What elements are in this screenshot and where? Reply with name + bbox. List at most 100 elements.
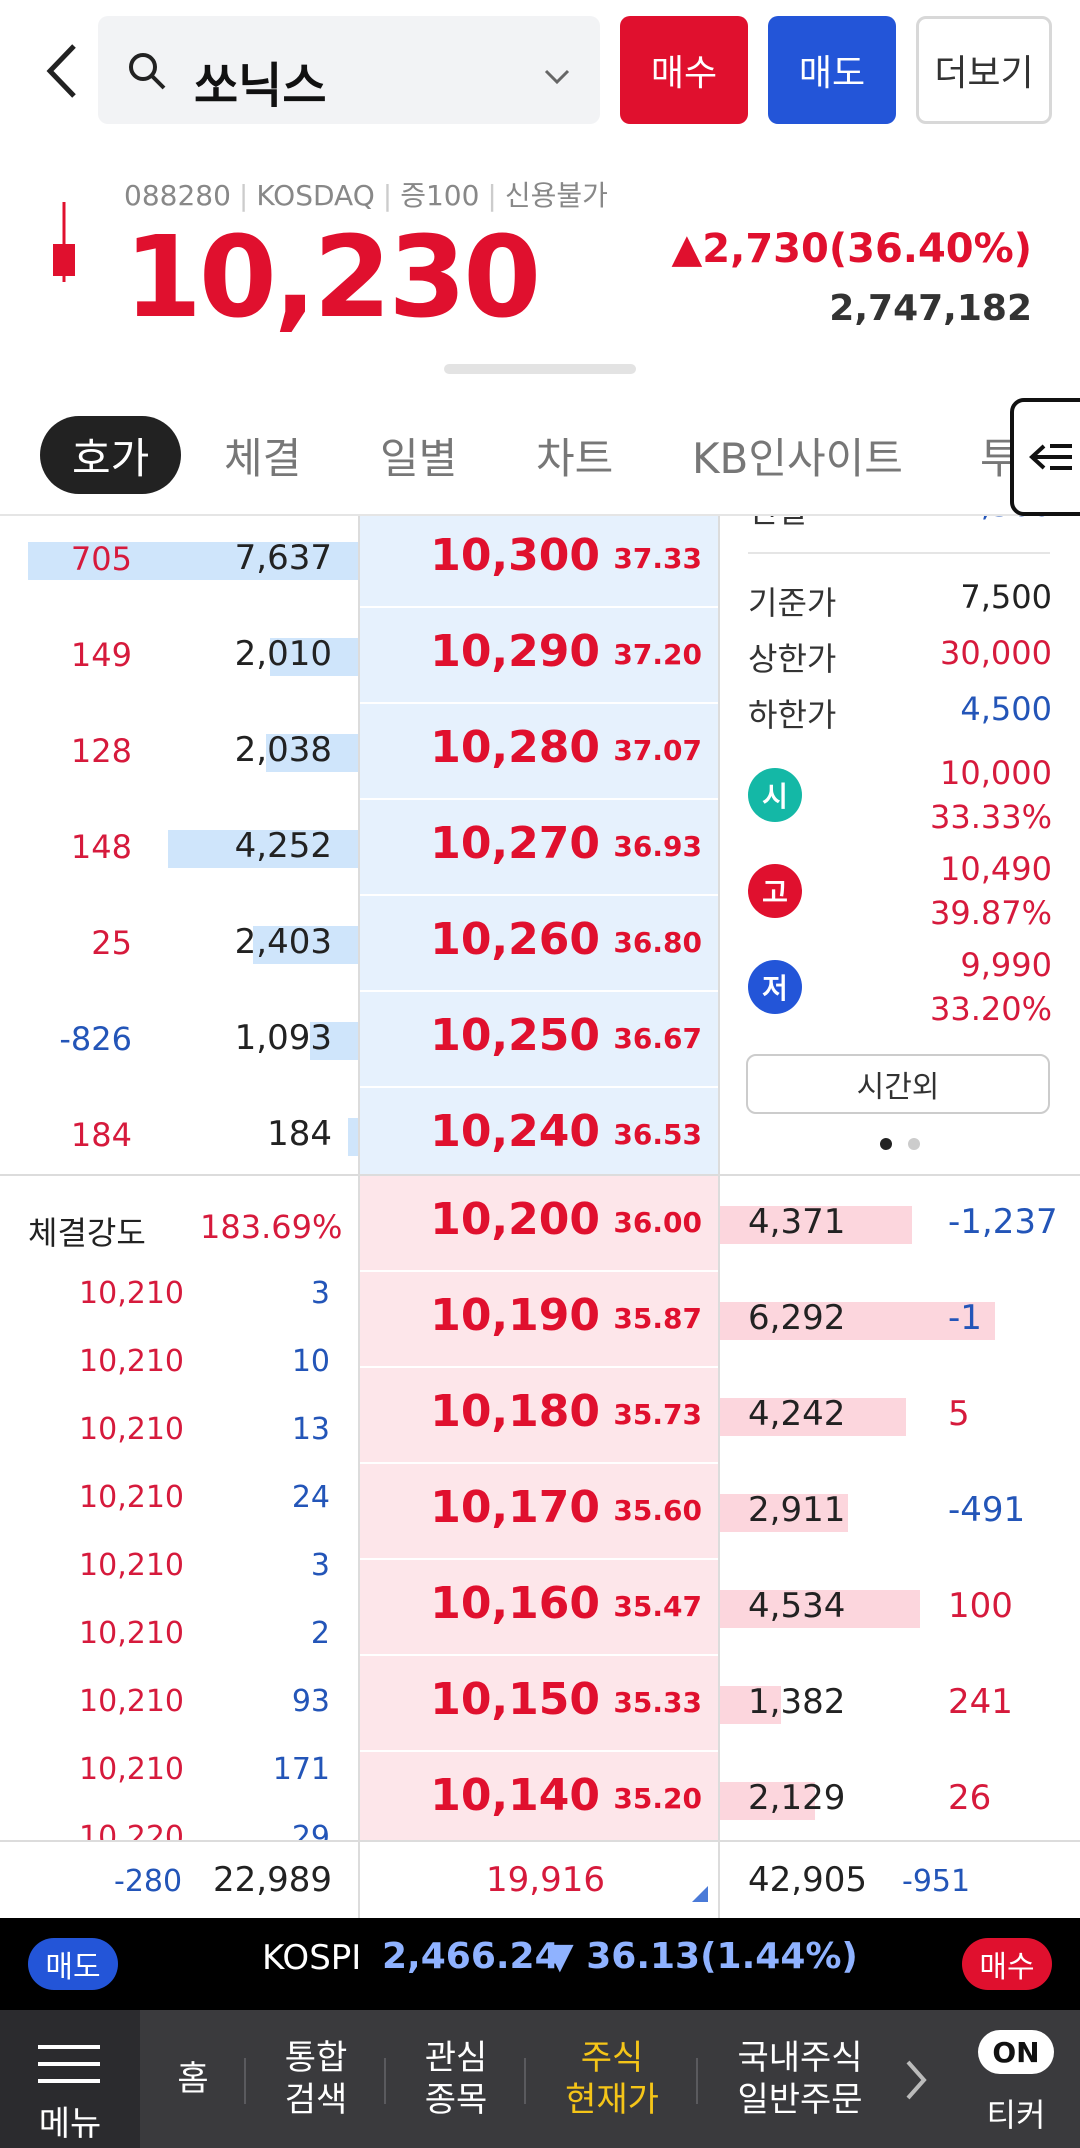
bottom-nav: 메뉴 홈 통합 검색 관심 종목 주식 현재가 국내주식 일반주문 ON 티커 — [0, 2010, 1080, 2148]
row-divider — [360, 606, 718, 608]
bid-price-cell[interactable]: 10,190 35.87 — [360, 1272, 718, 1368]
hamburger-icon — [38, 2044, 100, 2084]
bid-change: -1 — [948, 1298, 982, 1338]
page-dot-active[interactable] — [880, 1138, 892, 1150]
bid-pct: 35.73 — [613, 1398, 702, 1431]
bid-price-cell[interactable]: 10,170 35.60 — [360, 1464, 718, 1560]
bid-price-cell[interactable]: 10,180 35.73 — [360, 1368, 718, 1464]
ask-change: 25 — [91, 924, 132, 962]
index-change: ▼ 36.13(1.44%) — [546, 1936, 858, 1977]
ask-qty-bar — [253, 926, 358, 964]
page-dot[interactable] — [908, 1138, 920, 1150]
bid-price-cell[interactable]: 10,200 36.00 — [360, 1176, 718, 1272]
bid-price-cell[interactable]: 10,150 35.33 — [360, 1656, 718, 1752]
row-divider — [360, 1654, 718, 1656]
menu-button[interactable]: 메뉴 — [0, 2010, 140, 2148]
ask-pct: 37.07 — [613, 734, 702, 767]
ask-price-cell[interactable]: 10,250 36.67 — [360, 992, 718, 1088]
row-divider — [360, 1270, 718, 1272]
bid-pct: 35.33 — [613, 1686, 702, 1719]
bid-price-cell[interactable]: 10,140 35.20 — [360, 1752, 718, 1840]
bid-qty-bar — [720, 1590, 920, 1628]
high-pct: 39.87% — [929, 894, 1052, 932]
panel-toggle-icon[interactable] — [1010, 398, 1080, 516]
ticker-toggle[interactable]: ON — [978, 2030, 1054, 2074]
bid-total-qty: 42,905 — [748, 1860, 867, 1900]
tab-kb-insight[interactable]: KB인사이트 — [692, 433, 903, 483]
ask-price-cell[interactable]: 10,270 36.93 — [360, 800, 718, 896]
chevron-down-icon[interactable] — [542, 66, 572, 88]
buy-button[interactable]: 매수 — [620, 16, 748, 124]
tab-trades[interactable]: 체결 — [224, 433, 302, 483]
trade-volume: 2,747,182 — [829, 288, 1032, 329]
total-diff: 19,916 — [486, 1860, 605, 1900]
tab-orderbook[interactable]: 호가 — [40, 416, 182, 494]
row-divider — [360, 1366, 718, 1368]
after-hours-button[interactable]: 시간외 — [746, 1054, 1050, 1114]
tab-daily[interactable]: 일별 — [380, 433, 458, 483]
ask-qty-bar — [310, 1022, 358, 1060]
open-pct: 33.33% — [929, 798, 1052, 836]
price-change: ▲2,730(36.40%) — [671, 226, 1032, 272]
nav-integrated-search[interactable]: 통합 검색 — [284, 2037, 348, 2121]
row-divider — [360, 990, 718, 992]
sell-button[interactable]: 매도 — [768, 16, 896, 124]
more-button[interactable]: 더보기 — [916, 16, 1052, 124]
row-divider — [360, 1558, 718, 1560]
nav-domestic-order[interactable]: 국내주식 일반주문 — [737, 2037, 863, 2121]
tab-chart[interactable]: 차트 — [536, 433, 614, 483]
bid-price: 10,160 — [430, 1578, 600, 1629]
back-arrow-icon[interactable] — [40, 36, 90, 106]
ask-qty: 184 — [267, 1114, 332, 1154]
index-name: KOSPI — [262, 1938, 362, 1978]
trade-price: 10,210 — [79, 1548, 184, 1583]
nav-home[interactable]: 홈 — [177, 2058, 209, 2099]
bid-pct: 35.20 — [613, 1782, 702, 1815]
bid-change: -491 — [948, 1490, 1026, 1530]
ask-price-cell[interactable]: 10,300 37.33 — [360, 516, 718, 608]
bid-price-cell[interactable]: 10,160 35.47 — [360, 1560, 718, 1656]
nav-stock-price[interactable]: 주식 현재가 — [565, 2037, 659, 2121]
trade-price: 10,210 — [79, 1276, 184, 1311]
ask-qty-bar — [270, 638, 358, 676]
bid-qty: 2,129 — [748, 1778, 846, 1818]
info-prev-close-label: 전일 — [748, 516, 807, 532]
bid-price: 10,150 — [430, 1674, 600, 1725]
margin-rate: 증100 — [400, 179, 480, 212]
bid-change: 26 — [948, 1778, 992, 1818]
low-price: 9,990 — [960, 946, 1052, 984]
ask-qty-bar — [266, 734, 358, 772]
stock-meta: 088280 | KOSDAQ | 증100 | 신용불가 — [124, 179, 608, 212]
stock-code: 088280 — [124, 179, 231, 212]
ask-price: 10,300 — [430, 530, 600, 581]
ask-change: 184 — [70, 1116, 132, 1154]
row-divider — [360, 1462, 718, 1464]
ticker-buy-button[interactable]: 매수 — [962, 1938, 1052, 1990]
bid-qty-bar — [720, 1206, 912, 1244]
drag-handle[interactable] — [444, 364, 636, 374]
ticker-sell-button[interactable]: 매도 — [28, 1938, 118, 1990]
trade-price: 10,210 — [79, 1412, 184, 1447]
stock-search-box[interactable]: 쏘닉스 — [98, 16, 600, 124]
ask-price-cell[interactable]: 10,240 36.53 — [360, 1088, 718, 1184]
nav-watchlist[interactable]: 관심 종목 — [424, 2037, 488, 2121]
ticker-label: 티커 — [986, 2096, 1046, 2134]
ask-qty-bar — [168, 830, 358, 868]
bid-pct: 35.60 — [613, 1494, 702, 1527]
ask-qty-bar — [348, 1118, 358, 1156]
ask-qty: 1,093 — [234, 1018, 332, 1058]
ask-price-cell[interactable]: 10,280 37.07 — [360, 704, 718, 800]
bid-change: -1,237 — [948, 1202, 1058, 1242]
bid-qty: 4,242 — [748, 1394, 846, 1434]
trade-qty: 171 — [272, 1752, 330, 1787]
trade-qty: 3 — [310, 1276, 330, 1311]
upper-limit-label: 상한가 — [748, 640, 837, 678]
chevron-right-icon[interactable] — [900, 2058, 930, 2102]
ask-total-change: -280 — [114, 1864, 183, 1899]
low-pct: 33.20% — [929, 990, 1052, 1028]
candle-icon — [52, 202, 76, 282]
credit-status: 신용불가 — [504, 179, 608, 212]
ask-price-cell[interactable]: 10,260 36.80 — [360, 896, 718, 992]
ask-price-cell[interactable]: 10,290 37.20 — [360, 608, 718, 704]
lower-limit-value: 4,500 — [960, 690, 1052, 728]
